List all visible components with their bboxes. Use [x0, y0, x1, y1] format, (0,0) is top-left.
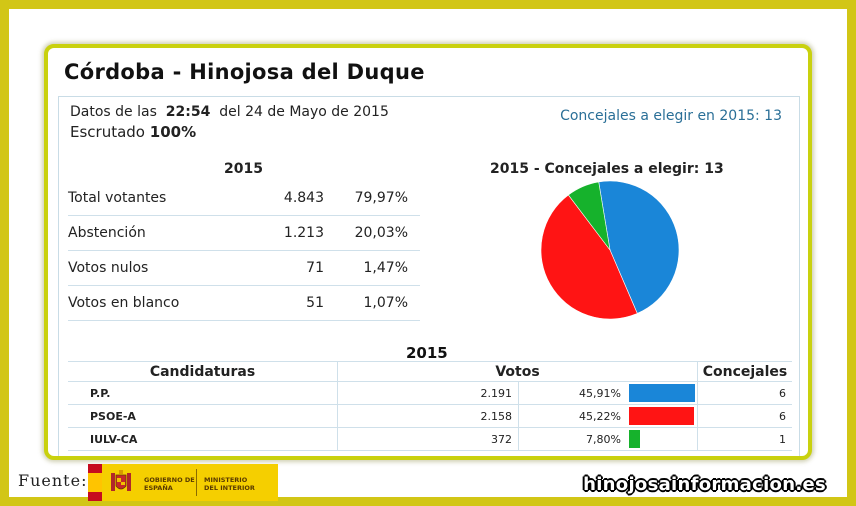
- source-label: Fuente:: [18, 471, 88, 490]
- concejales-link[interactable]: Concejales a elegir en 2015: 13: [560, 108, 782, 124]
- party-votes: 372: [337, 427, 519, 451]
- logo-divider: [196, 469, 197, 496]
- party-bar-cell: [627, 404, 698, 428]
- party-seats: 6: [697, 404, 792, 428]
- summary-count: 71: [306, 260, 324, 276]
- summary-label: Abstención: [68, 225, 146, 241]
- date-suffix: del 24 de Mayo de 2015: [219, 104, 389, 120]
- summary-percent: 20,03%: [354, 225, 408, 241]
- header-party: Candidaturas: [68, 361, 338, 382]
- data-timestamp: Datos de las 22:54 del 24 de Mayo de 201…: [70, 104, 389, 120]
- summary-table: Total votantes 4.843 79,97% Abstención 1…: [68, 181, 420, 321]
- header-votes: Votos: [337, 361, 698, 382]
- summary-row: Total votantes 4.843 79,97%: [68, 181, 420, 216]
- table-row: PSOE-A 2.158 45,22% 6: [68, 404, 792, 428]
- party-percent: 7,80%: [518, 427, 627, 451]
- coat-of-arms-icon: [111, 470, 131, 491]
- flag-icon: [88, 464, 102, 501]
- party-name: PSOE-A: [68, 404, 338, 428]
- summary-year: 2015: [224, 161, 263, 177]
- pie-slice-psoe-a: [540, 194, 638, 320]
- pie-slice-iulv-ca: [567, 181, 611, 251]
- pie-title: 2015 - Concejales a elegir: 13: [490, 161, 724, 177]
- content-panel: [58, 97, 800, 456]
- party-votes: 2.191: [337, 381, 519, 405]
- results-year: 2015: [406, 344, 448, 362]
- summary-count: 51: [306, 295, 324, 311]
- party-name: P.P.: [68, 381, 338, 405]
- party-seats: 6: [697, 381, 792, 405]
- header-seats: Concejales: [697, 361, 792, 382]
- summary-label: Votos en blanco: [68, 295, 180, 311]
- summary-label: Total votantes: [68, 190, 167, 206]
- summary-count: 4.843: [283, 190, 324, 206]
- results-table: Candidaturas Votos Concejales P.P. 2.191…: [68, 361, 792, 451]
- date-prefix: Datos de las: [70, 104, 157, 120]
- seats-pie-chart: [540, 180, 680, 320]
- party-vote-bar: [629, 407, 694, 425]
- party-bar-cell: [627, 381, 698, 405]
- party-percent: 45,91%: [518, 381, 627, 405]
- party-name: IULV-CA: [68, 427, 338, 451]
- summary-row: Votos en blanco 51 1,07%: [68, 286, 420, 321]
- party-votes: 2.158: [337, 404, 519, 428]
- summary-percent: 1,07%: [363, 295, 408, 311]
- party-percent: 45,22%: [518, 404, 627, 428]
- summary-percent: 1,47%: [363, 260, 408, 276]
- page-title: Córdoba - Hinojosa del Duque: [64, 60, 425, 84]
- pie-slice-p-p-: [598, 180, 680, 314]
- scrutiny-status: Escrutado 100%: [70, 123, 196, 141]
- party-vote-bar: [629, 430, 641, 448]
- logo-text-gobierno: GOBIERNO DE ESPAÑA: [144, 476, 195, 492]
- time-value: 22:54: [165, 104, 211, 120]
- website-watermark: hinojosainformacion.es: [583, 474, 826, 495]
- results-card: Córdoba - Hinojosa del Duque Datos de la…: [44, 44, 812, 460]
- summary-label: Votos nulos: [68, 260, 149, 276]
- logo-text-ministerio: MINISTERIO DEL INTERIOR: [204, 476, 255, 492]
- scrutiny-label: Escrutado: [70, 123, 145, 141]
- scrutiny-value: 100%: [149, 123, 197, 141]
- table-row: P.P. 2.191 45,91% 6: [68, 381, 792, 405]
- table-row: IULV-CA 372 7,80% 1: [68, 427, 792, 451]
- party-seats: 1: [697, 427, 792, 451]
- title-divider: [58, 96, 800, 97]
- summary-count: 1.213: [283, 225, 324, 241]
- ministry-logo: GOBIERNO DE ESPAÑA MINISTERIO DEL INTERI…: [88, 464, 278, 501]
- party-bar-cell: [627, 427, 698, 451]
- summary-percent: 79,97%: [354, 190, 408, 206]
- summary-row: Votos nulos 71 1,47%: [68, 251, 420, 286]
- party-vote-bar: [629, 384, 695, 402]
- summary-row: Abstención 1.213 20,03%: [68, 216, 420, 251]
- results-header-row: Candidaturas Votos Concejales: [68, 361, 792, 382]
